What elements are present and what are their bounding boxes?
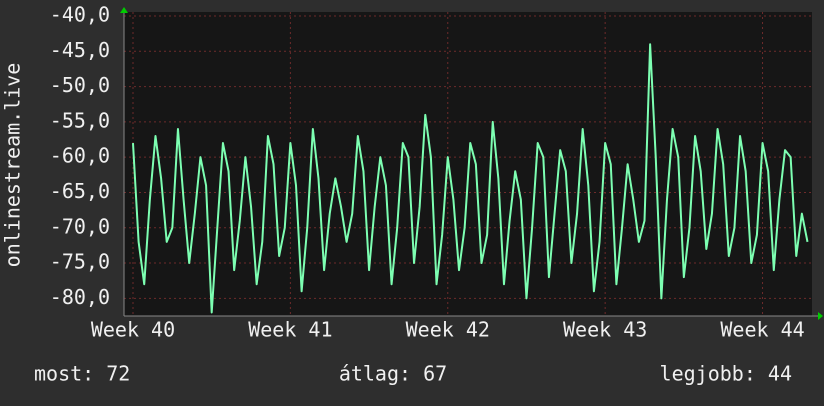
x-tick-label: Week 44 [720, 318, 804, 342]
y-tick-label: -75,0 [50, 250, 110, 274]
y-tick-label: -50,0 [50, 73, 110, 97]
data-line [131, 43, 809, 314]
marks [131, 43, 809, 314]
y-tick-label: -55,0 [50, 108, 110, 132]
x-tick-label: Week 41 [248, 318, 332, 342]
stat-average: átlag: 67 [339, 362, 447, 386]
x-tick-label: Week 40 [91, 318, 175, 342]
y-tick-label: -70,0 [50, 214, 110, 238]
x-tick-label: Week 43 [563, 318, 647, 342]
y-tick-label: -80,0 [50, 285, 110, 309]
y-tick-label: -40,0 [50, 3, 110, 27]
y-tick-label: -65,0 [50, 179, 110, 203]
y-axis-label: onlinestream.live [1, 63, 25, 268]
y-arrow [120, 7, 128, 13]
stat-current: most: 72 [34, 362, 130, 386]
x-arrow [818, 312, 823, 320]
x-tick-label: Week 42 [406, 318, 490, 342]
stat-best: legjobb: 44 [660, 362, 792, 386]
y-tick-label: -60,0 [50, 144, 110, 168]
y-tick-label: -45,0 [50, 38, 110, 62]
